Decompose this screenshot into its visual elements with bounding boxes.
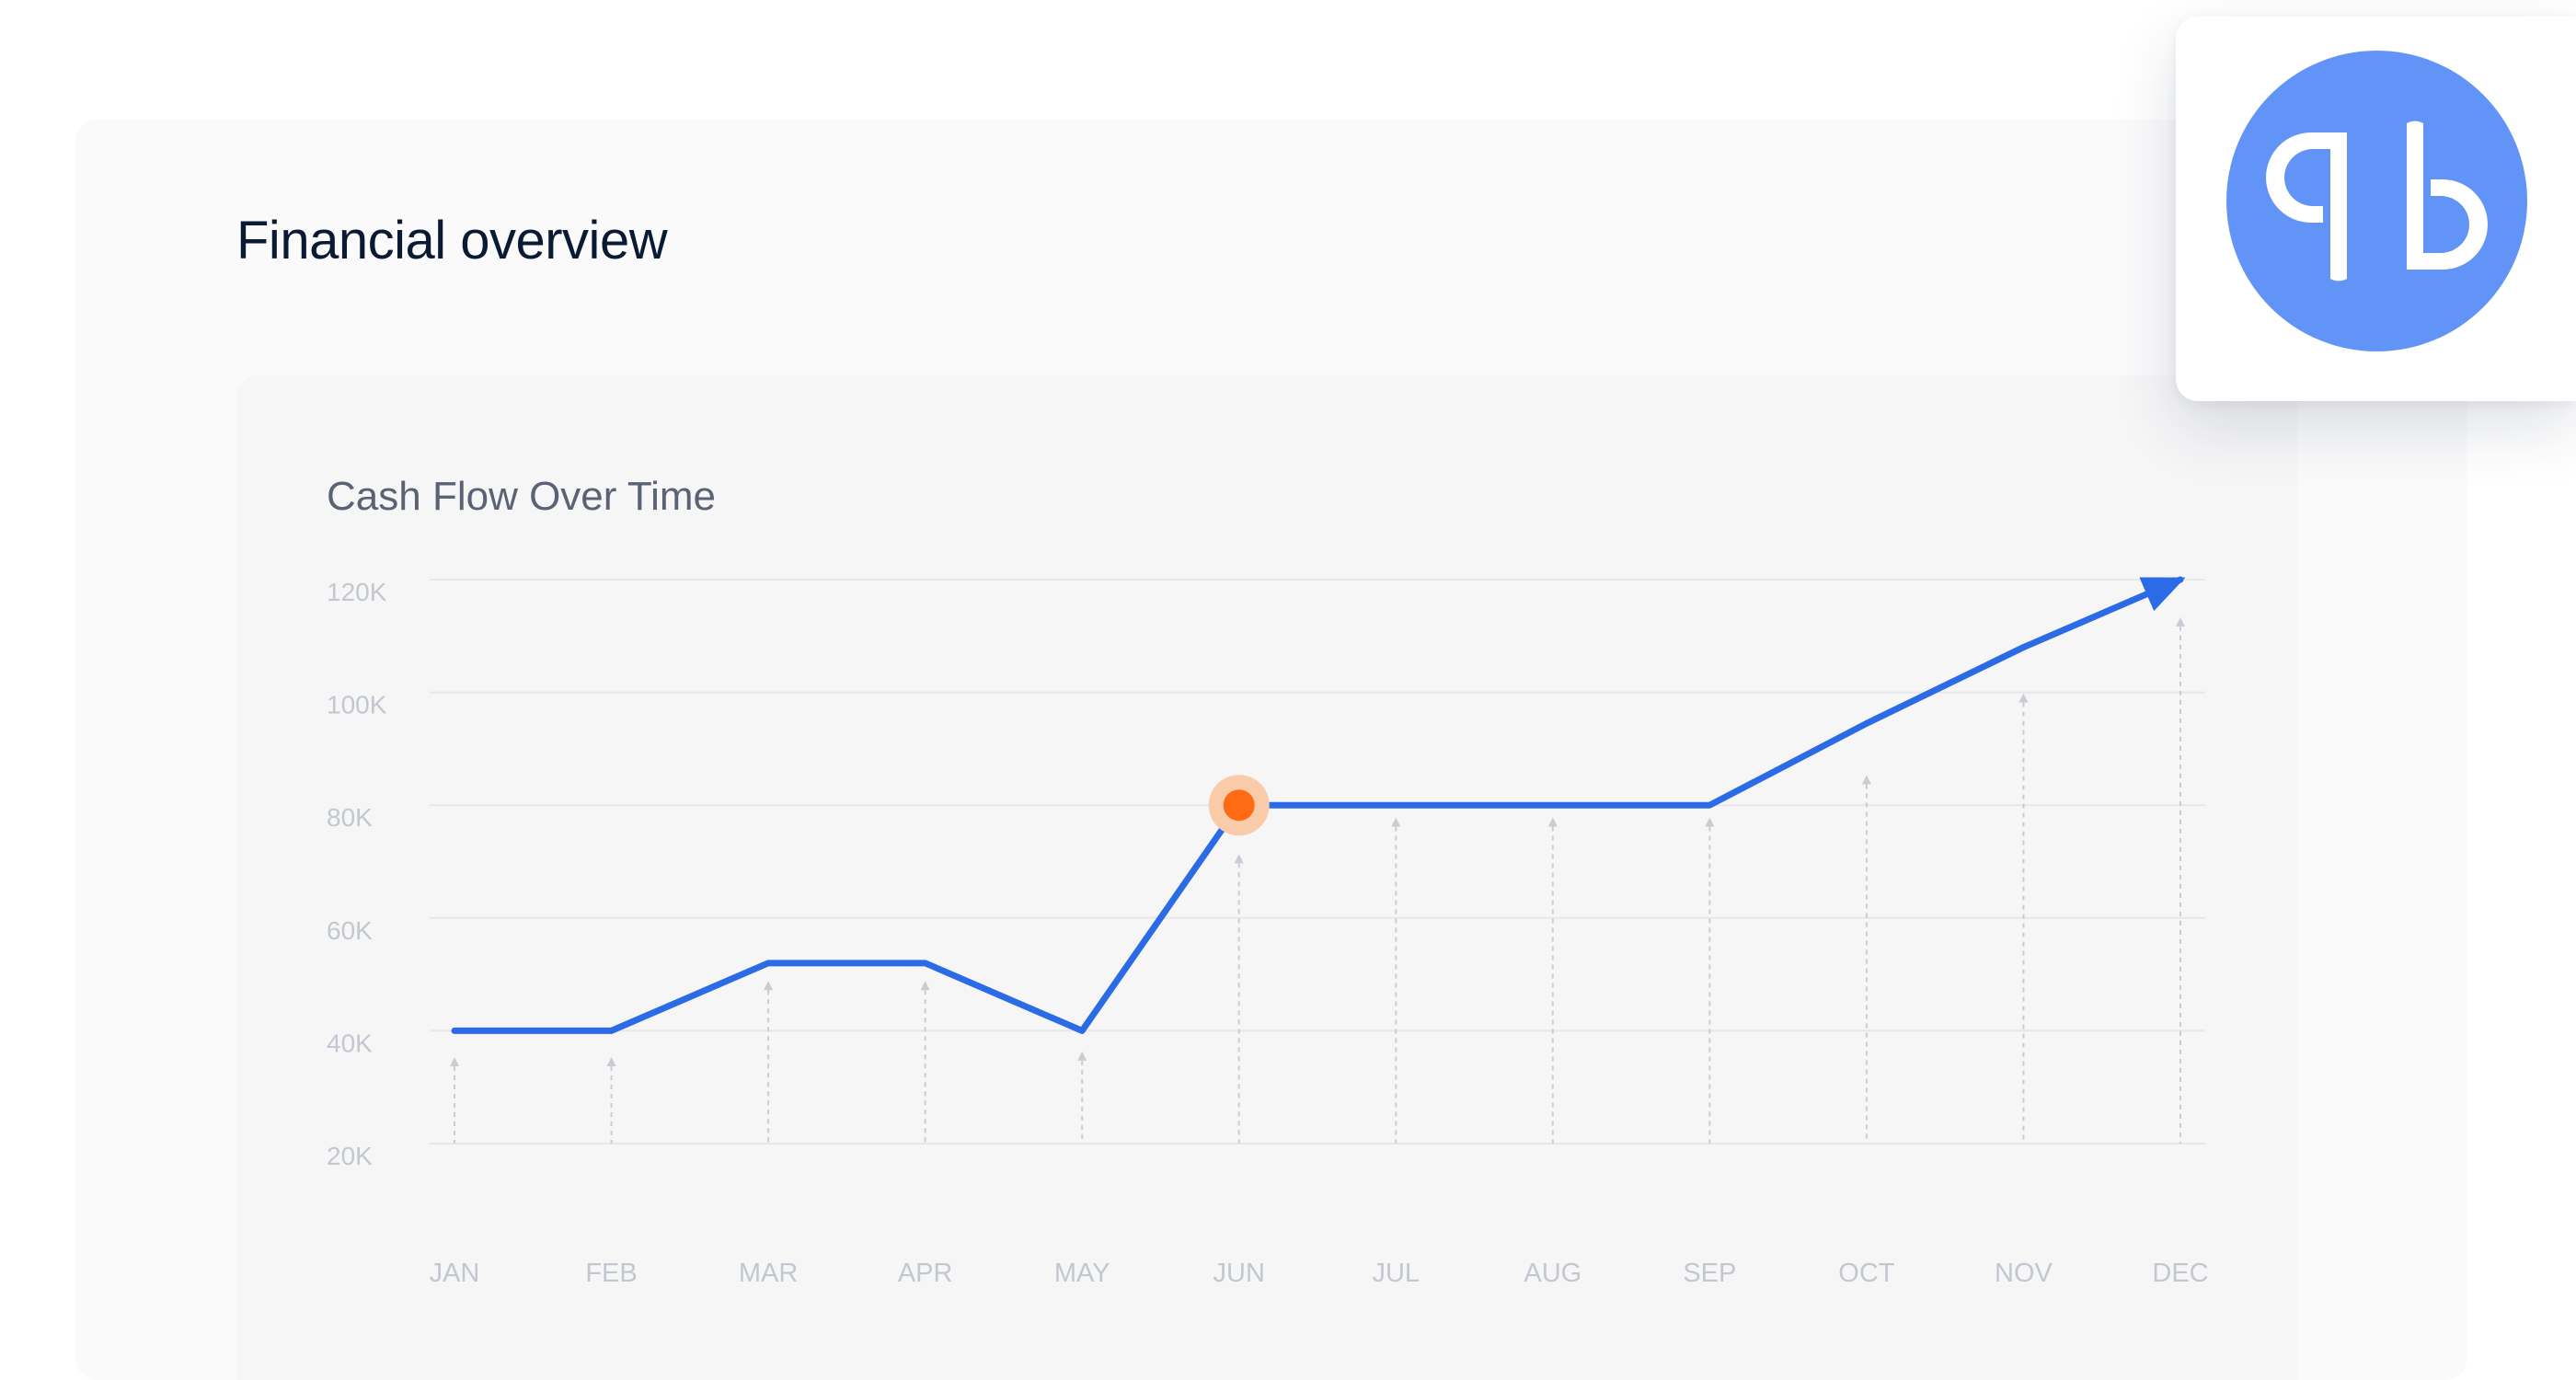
quickbooks-logo-icon [2226, 51, 2527, 351]
guide-arrow-may [1077, 1051, 1087, 1061]
y-tick-label: 40K [327, 1029, 373, 1057]
x-tick-label-mar: MAR [739, 1259, 798, 1288]
guide-arrow-apr [920, 981, 930, 991]
projection-guides [450, 616, 2185, 1144]
x-tick-label-nov: NOV [1995, 1259, 2053, 1288]
cash-flow-line [451, 576, 2186, 1034]
guide-arrow-jan [450, 1057, 459, 1067]
guide-arrow-sep [1705, 817, 1715, 827]
highlight-point-jun[interactable] [1223, 789, 1255, 822]
highlight-layer [1208, 775, 1270, 836]
guide-arrow-mar [764, 981, 774, 991]
x-tick-label-feb: FEB [585, 1259, 637, 1288]
chart-grid [430, 579, 2205, 1144]
x-tick-label-jun: JUN [1213, 1259, 1265, 1288]
guide-arrow-jun [1234, 854, 1244, 864]
guide-arrow-nov [2018, 693, 2029, 703]
chart-title: Cash Flow Over Time [327, 474, 716, 519]
cash-flow-chart-card: Cash Flow Over Time 20K 40K 60K 80K 100K 120K… [236, 375, 2297, 1380]
x-tick-label-jan: JAN [430, 1259, 480, 1288]
x-tick-label-oct: OCT [1838, 1259, 1895, 1288]
y-tick-label: 120K [327, 578, 387, 606]
y-tick-label: 100K [327, 691, 387, 719]
x-axis-ticks: JAN FEB MAR APR MAY JUN JUL AUG SEP OCT NOV DEC [430, 1259, 2209, 1288]
series-layer [451, 576, 2186, 1034]
logo-card [2176, 17, 2576, 401]
y-tick-label: 20K [327, 1142, 373, 1170]
cash-flow-chart: Cash Flow Over Time 20K 40K 60K 80K 100K 120K… [327, 474, 2209, 1288]
guide-arrow-oct [1861, 775, 1871, 785]
x-tick-label-apr: APR [898, 1259, 953, 1288]
y-tick-label: 60K [327, 916, 373, 945]
x-tick-label-dec: DEC [2152, 1259, 2208, 1288]
guide-arrow-dec [2176, 616, 2185, 627]
x-tick-label-may: MAY [1054, 1259, 1110, 1288]
page-title: Financial overview [236, 211, 668, 270]
x-tick-label-aug: AUG [1524, 1259, 1581, 1288]
guide-arrow-jul [1391, 817, 1401, 827]
guide-arrow-aug [1547, 817, 1558, 827]
x-tick-label-sep: SEP [1683, 1259, 1736, 1288]
y-axis-ticks: 20K 40K 60K 80K 100K 120K [327, 578, 387, 1170]
guide-arrow-feb [606, 1057, 616, 1067]
x-tick-label-jul: JUL [1372, 1259, 1420, 1288]
y-tick-label: 80K [327, 803, 373, 832]
